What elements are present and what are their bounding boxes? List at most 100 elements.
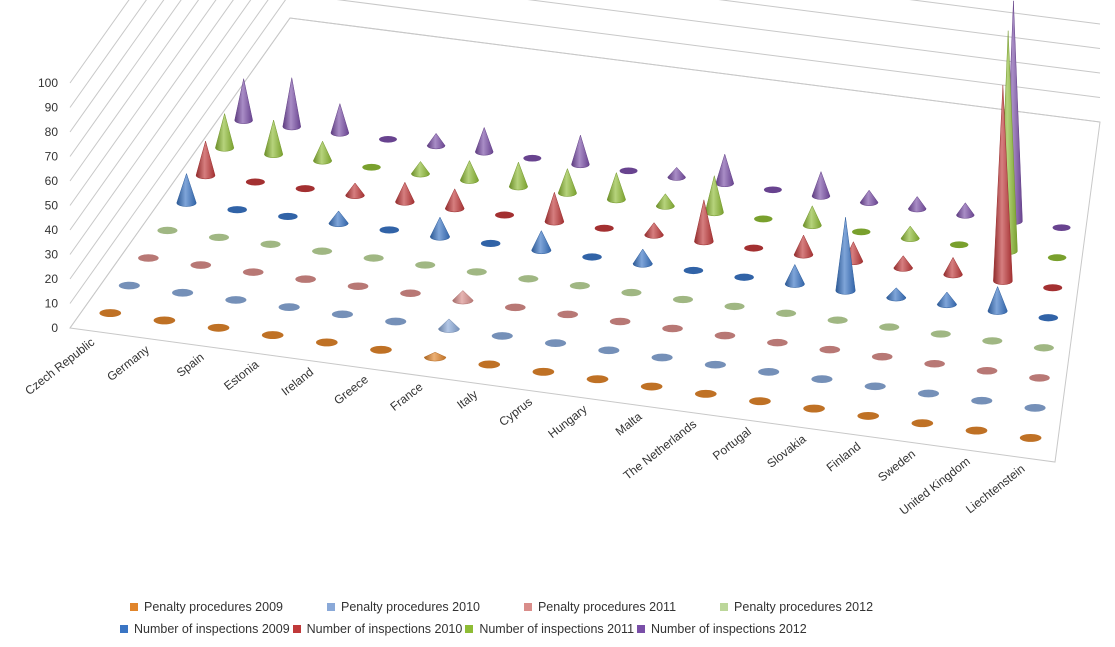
cone-base-mark [466, 268, 487, 276]
gridline [69, 0, 165, 133]
cone-base-mark [523, 154, 542, 162]
cone-base-mark [763, 186, 782, 194]
cone-mark [606, 171, 626, 204]
gridline [69, 0, 1101, 255]
cone-base-mark [347, 282, 369, 290]
y-tick-label: 60 [45, 174, 59, 188]
y-tick-label: 90 [45, 101, 59, 115]
cone-base-mark [857, 411, 880, 420]
cone-base-mark [734, 273, 754, 281]
cone-base-mark [609, 317, 631, 326]
cone-mark [557, 167, 577, 197]
legend-label: Number of inspections 2012 [651, 622, 807, 636]
y-tick-label: 30 [45, 248, 59, 262]
gridline [69, 0, 147, 108]
legend-swatch [120, 625, 128, 633]
cone-base-mark [172, 288, 194, 297]
cone-base-mark [754, 215, 773, 223]
cone-base-mark [714, 331, 736, 340]
cone-base-mark [153, 316, 176, 325]
cone-mark [802, 205, 822, 230]
cone-base-mark [744, 244, 764, 252]
cone-base-mark [662, 324, 683, 333]
cone-mark [544, 191, 565, 226]
cone-base-mark [260, 240, 281, 248]
legend-item: Number of inspections 2012 [637, 622, 807, 636]
x-tick-label: Cyprus [496, 395, 535, 429]
cone-mark [459, 159, 479, 184]
cone-base-mark [776, 309, 797, 317]
cone-base-mark [478, 360, 501, 369]
cone-base-mark [864, 382, 886, 391]
cone-base-mark [118, 281, 140, 290]
cone-mark [508, 161, 528, 191]
cone-base-mark [971, 396, 993, 405]
cone-base-mark [1024, 404, 1046, 412]
cone-base-mark [811, 375, 833, 383]
cone-mark [195, 140, 216, 180]
y-axis-tick-labels: 0 10 20 30 40 50 60 70 80 90 100 [38, 76, 58, 335]
cone-mark [644, 222, 664, 239]
cone-mark [908, 196, 927, 213]
legend-item: Number of inspections 2011 [465, 622, 634, 636]
cone-base-mark [619, 167, 638, 175]
cone-base-mark [505, 303, 526, 312]
x-tick-label: Italy [454, 387, 480, 412]
cone-base-mark [1052, 224, 1071, 231]
cone-mark [264, 119, 284, 158]
cone-base-mark [1038, 314, 1059, 322]
cone-base-mark [819, 345, 841, 354]
cone-base-mark [138, 254, 159, 262]
cone-base-mark [245, 178, 265, 186]
legend-label: Penalty procedures 2012 [734, 600, 874, 614]
legend-item: Penalty procedures 2012 [720, 600, 873, 614]
cone-base-mark [99, 309, 122, 318]
cone-mark [345, 182, 365, 199]
cone-base-mark [694, 389, 717, 398]
floor-outline [69, 17, 1101, 463]
x-tick-label: Sweden [875, 447, 918, 485]
y-tick-label: 70 [45, 150, 59, 164]
cone-mark [900, 225, 920, 242]
cone-base-mark [278, 212, 298, 221]
cone-base-mark [363, 254, 384, 262]
x-tick-label: Liechtenstein [963, 462, 1027, 517]
cone-mark [632, 248, 653, 268]
cone-base-mark [982, 337, 1003, 345]
cone-base-mark [586, 375, 609, 384]
cone-base-mark [295, 185, 315, 193]
legend-swatch [292, 625, 301, 633]
cone-base-mark [225, 296, 247, 304]
cone-base-mark [1019, 433, 1042, 442]
cone-mark [438, 318, 460, 333]
cone-mark [411, 161, 430, 178]
legend-swatch [130, 603, 138, 611]
cone-mark [426, 132, 446, 150]
cone-base-mark [879, 323, 900, 331]
legend-label: Number of inspections 2009 [134, 622, 290, 636]
cone-base-mark [767, 338, 788, 347]
cone-mark [313, 140, 333, 165]
gridline [69, 0, 200, 182]
x-tick-label: Czech Republic [22, 335, 97, 398]
gridline [69, 0, 1101, 304]
cone-mark [424, 351, 447, 362]
cone-base-mark [261, 331, 284, 340]
legend-label: Penalty procedures 2010 [340, 600, 480, 614]
cone-base-mark [749, 397, 771, 406]
legend-label: Penalty procedures 2011 [537, 600, 677, 614]
cone-base-mark [871, 352, 893, 361]
cone-base-mark [924, 359, 945, 368]
cone-base-mark [532, 367, 555, 376]
y-tick-label: 80 [45, 125, 59, 139]
x-tick-label: Spain [174, 350, 207, 380]
cone-base-mark [930, 330, 951, 338]
cone-base-mark [415, 261, 436, 269]
y-tick-label: 40 [45, 223, 59, 237]
cone-base-mark [598, 346, 620, 355]
cone-base-mark [518, 275, 539, 283]
cone-base-mark [362, 163, 381, 171]
cone-base-mark [379, 135, 397, 143]
cone-mark [784, 263, 805, 288]
legend-row-penalty: Penalty procedures 2009 Penalty procedur… [120, 596, 1080, 618]
